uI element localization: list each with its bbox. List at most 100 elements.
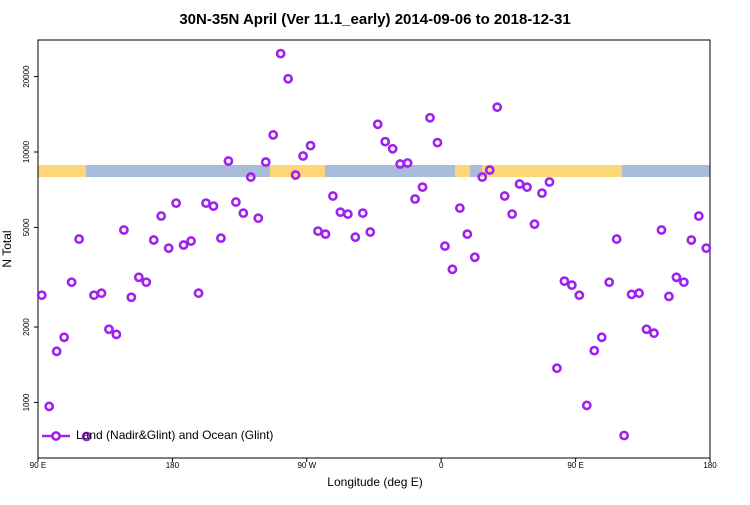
point <box>51 346 62 357</box>
point <box>522 182 532 193</box>
point <box>552 363 562 374</box>
point <box>574 290 585 301</box>
point <box>432 137 443 148</box>
point <box>440 241 450 251</box>
point <box>462 229 473 240</box>
point <box>507 209 518 219</box>
y-tick-label: 5000 <box>22 218 31 236</box>
x-tick-label: 180 <box>166 461 180 470</box>
point <box>253 213 264 224</box>
legend-label: Land (Nadir&Glint) and Ocean (Glint) <box>76 428 273 442</box>
point <box>656 225 667 235</box>
point <box>178 240 189 250</box>
point <box>268 130 279 140</box>
x-tick-label: 180 <box>703 461 717 470</box>
point <box>305 140 316 151</box>
y-tick-label: 1000 <box>22 393 31 411</box>
point <box>36 290 47 301</box>
point <box>365 227 376 237</box>
point <box>611 234 622 244</box>
point <box>469 252 480 263</box>
point <box>238 208 249 219</box>
point <box>425 112 435 123</box>
point <box>298 151 308 161</box>
point <box>514 179 525 189</box>
y-tick-label: 10000 <box>22 140 31 163</box>
point <box>589 345 600 356</box>
point <box>223 156 234 166</box>
point <box>260 157 271 167</box>
point <box>671 272 682 283</box>
point <box>380 136 391 147</box>
point <box>619 430 630 441</box>
point <box>111 329 122 340</box>
point <box>537 188 547 199</box>
point <box>596 332 607 343</box>
point <box>328 191 338 201</box>
point <box>245 172 256 182</box>
y-tick-label: 20000 <box>22 65 31 88</box>
map-strip <box>38 165 710 177</box>
point <box>342 209 353 219</box>
point <box>484 165 495 175</box>
point <box>156 211 167 221</box>
point <box>290 170 301 180</box>
point <box>678 277 689 288</box>
point <box>216 233 226 244</box>
point <box>96 288 107 299</box>
point <box>499 191 510 201</box>
point <box>454 203 465 213</box>
y-tick-label: 2000 <box>22 318 31 336</box>
point <box>634 288 644 299</box>
point <box>417 182 428 193</box>
point <box>492 102 503 113</box>
point <box>559 276 570 287</box>
point <box>74 234 84 244</box>
point <box>544 177 555 187</box>
point <box>133 272 144 283</box>
x-axis-label: Longitude (deg E) <box>327 475 422 489</box>
point <box>81 431 92 442</box>
point <box>701 243 712 254</box>
point <box>148 235 159 245</box>
point <box>686 235 697 245</box>
legend-marker <box>51 431 61 441</box>
point <box>604 277 615 288</box>
point <box>44 401 55 412</box>
point <box>447 264 458 275</box>
point <box>275 48 286 59</box>
point <box>410 194 420 204</box>
point <box>118 225 129 235</box>
point <box>566 280 577 291</box>
point <box>477 172 488 182</box>
point <box>581 400 592 411</box>
point <box>387 143 398 154</box>
point <box>230 197 241 207</box>
x-tick-label: 90 E <box>30 461 46 470</box>
point <box>283 73 294 84</box>
point <box>320 229 331 240</box>
point <box>104 324 114 335</box>
point <box>529 219 540 230</box>
point <box>350 232 361 243</box>
point <box>171 198 182 209</box>
point <box>193 288 204 299</box>
point <box>163 243 174 254</box>
point <box>126 292 137 303</box>
point <box>402 158 413 168</box>
x-tick-label: 90 E <box>567 461 583 470</box>
point <box>59 332 70 343</box>
point <box>372 119 383 130</box>
point <box>357 208 368 219</box>
y-axis-label: N Total <box>0 230 14 267</box>
chart-title: 30N-35N April (Ver 11.1_early) 2014-09-0… <box>179 11 570 28</box>
point <box>186 236 196 246</box>
point <box>208 201 219 212</box>
point <box>141 277 152 288</box>
point <box>641 324 652 335</box>
point <box>664 291 674 302</box>
x-tick-label: 0 <box>439 461 444 470</box>
x-tick-label: 90 W <box>297 461 316 470</box>
